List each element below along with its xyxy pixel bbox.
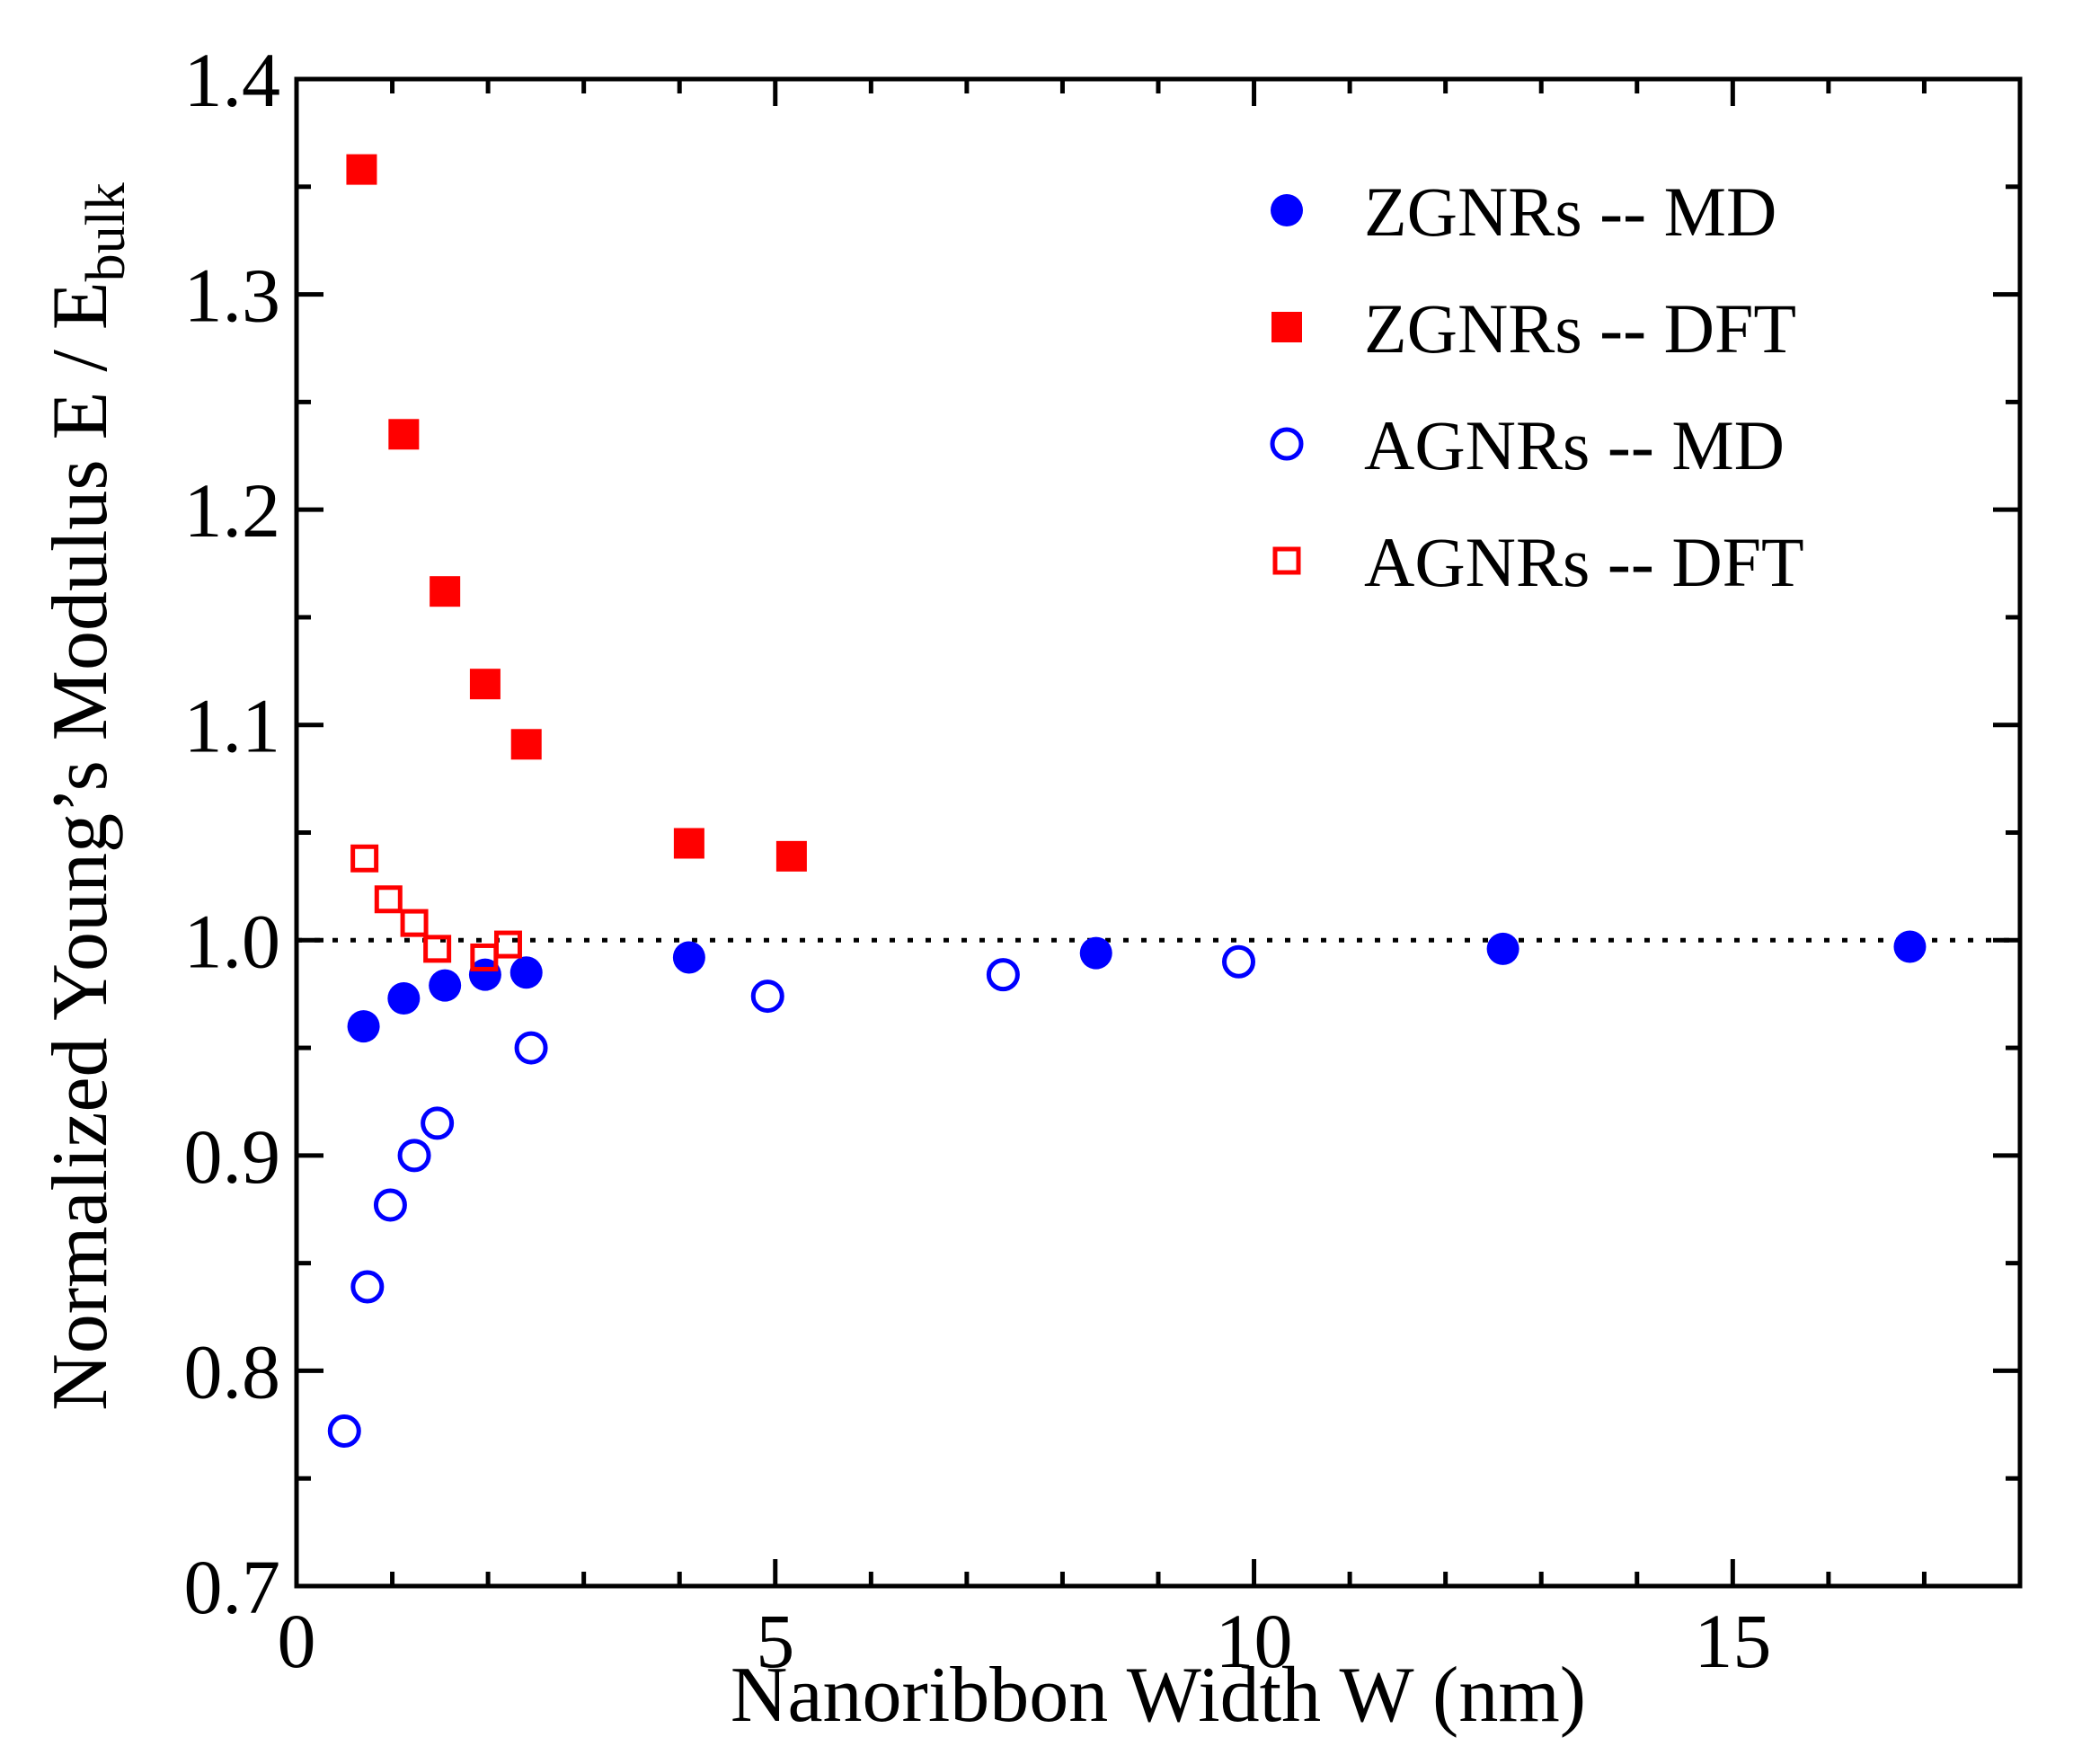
y-tick-label: 0.7 — [184, 1544, 281, 1630]
x-axis-label: Nanoribbon Width W (nm) — [731, 1652, 1586, 1739]
legend-label-zgnrs-md: ZGNRs -- MD — [1364, 173, 1776, 251]
y-axis-label: Normalized Young’s Modulus E / Ebulk — [37, 182, 137, 1411]
point-agnrs-md — [750, 980, 784, 1014]
legend: ZGNRs -- MD ZGNRs -- DFT AGNRs -- MD AGNRs … — [1270, 173, 1804, 601]
y-tick-label: 1.3 — [184, 253, 281, 339]
y-tick-label: 0.8 — [184, 1328, 281, 1414]
point-agnrs-dft — [493, 930, 522, 959]
legend-label-agnrs-md: AGNRs -- MD — [1364, 406, 1785, 484]
x-tick-label: 15 — [1694, 1598, 1771, 1684]
y-tick-label: 1.1 — [184, 683, 281, 769]
point-agnrs-dft — [374, 885, 403, 914]
point-zgnrs-dft — [346, 154, 377, 185]
point-agnrs-md — [421, 1106, 455, 1140]
point-zgnrs-dft — [775, 840, 807, 872]
point-agnrs-md — [350, 1270, 385, 1304]
legend-label-zgnrs-dft: ZGNRs -- DFT — [1364, 289, 1796, 368]
point-zgnrs-md — [672, 941, 705, 974]
point-zgnrs-md — [468, 958, 501, 991]
x-tick-label: 10 — [1216, 1598, 1293, 1684]
y-axis-label-main: Normalized Young’s Modulus E / E — [37, 281, 124, 1410]
point-zgnrs-dft — [510, 729, 542, 760]
tick-labels: 0 5 10 15 0.7 0.8 0.9 1.0 1.1 1.2 1.3 1.4 — [184, 37, 1772, 1684]
y-tick-label: 0.9 — [184, 1113, 281, 1200]
point-zgnrs-md — [1893, 930, 1927, 963]
plot-frame — [294, 76, 2023, 1589]
legend-marker-agnrs-dft — [1272, 546, 1301, 575]
point-zgnrs-dft — [673, 828, 704, 859]
legend-marker-agnrs-md — [1270, 427, 1304, 461]
point-zgnrs-dft — [388, 419, 420, 450]
y-tick-label: 1.0 — [184, 898, 281, 984]
point-zgnrs-dft — [469, 669, 501, 700]
legend-marker-zgnrs-dft — [1271, 312, 1302, 342]
point-agnrs-md — [514, 1031, 548, 1065]
x-tick-label: 5 — [756, 1598, 794, 1684]
x-tick-label: 0 — [278, 1598, 316, 1684]
data-markers — [327, 154, 1927, 1449]
y-tick-label: 1.2 — [184, 467, 281, 554]
point-zgnrs-md — [429, 969, 462, 1002]
point-agnrs-md — [1222, 944, 1256, 979]
point-agnrs-md — [986, 958, 1020, 992]
point-agnrs-md — [373, 1188, 407, 1222]
point-agnrs-md — [327, 1414, 361, 1449]
point-zgnrs-md — [1486, 932, 1519, 965]
legend-label-agnrs-dft: AGNRs -- DFT — [1364, 523, 1804, 601]
point-agnrs-dft — [350, 844, 379, 873]
point-agnrs-dft — [423, 935, 452, 963]
y-axis-label-subscript: bulk — [75, 182, 137, 281]
point-zgnrs-dft — [430, 576, 461, 607]
point-zgnrs-md — [1079, 936, 1112, 970]
y-tick-label: 1.4 — [184, 37, 281, 123]
point-zgnrs-md — [387, 981, 421, 1015]
point-agnrs-md — [397, 1139, 431, 1173]
point-zgnrs-md — [347, 1010, 380, 1043]
point-agnrs-dft — [400, 909, 429, 937]
legend-marker-zgnrs-md — [1271, 194, 1303, 226]
point-zgnrs-md — [509, 956, 543, 989]
